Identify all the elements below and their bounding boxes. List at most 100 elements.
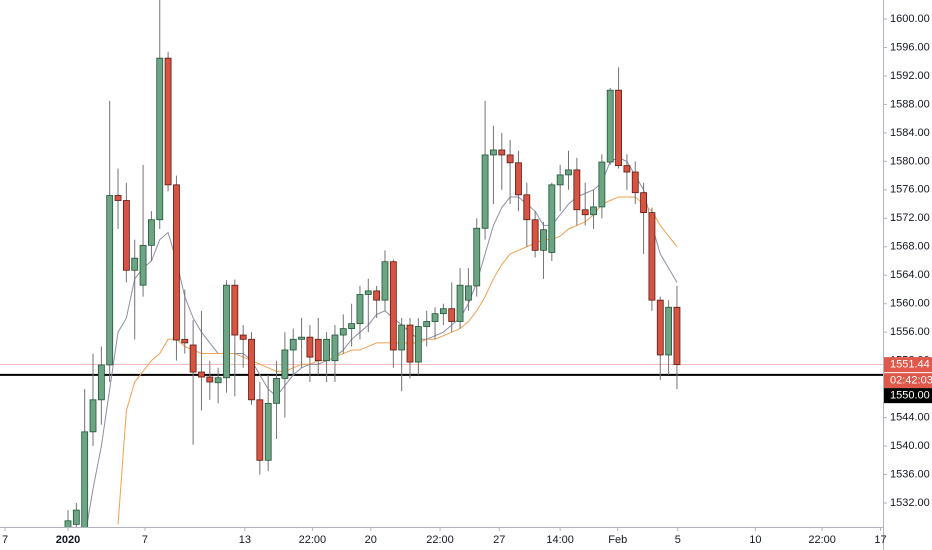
candle-body: [356, 294, 364, 325]
candle-body: [406, 324, 414, 363]
candle-body: [640, 192, 647, 214]
candle-body: [314, 338, 322, 362]
countdown-box: [884, 373, 932, 389]
y-tick-label: 1568.00: [890, 241, 930, 253]
candle-body: [473, 227, 481, 287]
candle-body: [306, 336, 314, 358]
last-price-box: [884, 357, 932, 373]
candle-body: [381, 261, 389, 301]
candle-body: [273, 378, 280, 404]
candle-body: [339, 328, 347, 336]
y-tick-label: 1560.00: [890, 298, 930, 310]
x-tick-label: 2020: [56, 534, 80, 546]
candle-body: [506, 154, 514, 164]
horizontal-line-price-label: 1550.00: [890, 390, 930, 402]
candle-body: [498, 149, 506, 156]
candle-body: [439, 308, 447, 315]
candle-body: [239, 334, 247, 340]
x-tick-label: 7: [142, 534, 148, 546]
candle-body: [248, 338, 255, 401]
candle-body: [590, 206, 597, 216]
candle-body: [156, 57, 164, 221]
y-tick-label: 1564.00: [890, 269, 930, 281]
candle-body: [464, 285, 472, 301]
candle-body: [523, 194, 531, 221]
candle-body: [540, 229, 547, 251]
x-tick-label: 20: [365, 534, 377, 546]
candle-body: [231, 284, 239, 336]
y-tick-label: 1580.00: [890, 155, 930, 167]
candle-body: [364, 290, 372, 295]
x-tick-label: 14:00: [546, 534, 574, 546]
horizontal-line-price-box: [884, 388, 932, 404]
candle-body: [323, 338, 330, 362]
candle-body: [423, 321, 431, 327]
candle-body: [348, 323, 356, 330]
y-tick-label: 1572.00: [890, 212, 930, 224]
candle-body: [673, 306, 681, 366]
candle-body: [264, 402, 272, 461]
candle-body: [148, 219, 155, 246]
candle-body: [581, 209, 589, 216]
x-tick-label: 17: [874, 534, 886, 546]
candle-body: [173, 184, 180, 341]
candle-body: [573, 169, 581, 211]
candle-body: [456, 284, 464, 322]
candle-body: [431, 313, 439, 322]
candle-body: [223, 284, 230, 379]
candle-body: [331, 334, 339, 362]
candle-body: [189, 344, 197, 373]
candle-body: [448, 308, 456, 322]
candle-body: [414, 326, 422, 363]
candle-body: [398, 324, 406, 351]
y-tick-label: 1588.00: [890, 98, 930, 110]
candle-body: [665, 306, 673, 356]
x-tick-label: 22:00: [808, 534, 836, 546]
candle-body: [139, 244, 147, 286]
y-tick-label: 1544.00: [890, 412, 930, 424]
y-tick-label: 1592.00: [890, 70, 930, 82]
y-tick-label: 1536.00: [890, 468, 930, 480]
y-tick-label: 1532.00: [890, 497, 930, 509]
x-tick-label: 13: [239, 534, 251, 546]
candle-body: [81, 431, 89, 527]
y-tick-label: 1596.00: [890, 41, 930, 53]
y-tick-label: 1584.00: [890, 127, 930, 139]
candle-body: [114, 195, 122, 201]
candle-body: [531, 219, 539, 251]
x-tick-label: 5: [675, 534, 681, 546]
candle-body: [515, 162, 522, 196]
candle-body: [556, 174, 564, 186]
x-tick-label: 22:00: [426, 534, 454, 546]
moving-average-line: [117, 196, 678, 525]
candle-body: [389, 261, 397, 351]
y-tick-label: 1576.00: [890, 184, 930, 196]
candle-body: [623, 165, 631, 173]
candle-body: [122, 200, 130, 271]
x-tick-label: 27: [493, 534, 505, 546]
plot-area: [0, 0, 883, 527]
candle-body: [615, 89, 622, 167]
y-tick-label: 1556.00: [890, 326, 930, 338]
candle-body: [289, 338, 297, 351]
candle-body: [106, 195, 114, 366]
candle-body: [89, 399, 97, 433]
candle-body: [131, 257, 139, 271]
candle-body: [598, 161, 606, 208]
candle-body: [64, 520, 72, 527]
candle-body: [548, 184, 556, 253]
candle-body: [206, 376, 214, 383]
candle-body: [281, 349, 289, 379]
candle-body: [565, 169, 572, 176]
x-tick-label: 7: [2, 534, 8, 546]
candle-body: [181, 338, 189, 344]
axes: 1532.001536.001540.001544.001548.001552.…: [2, 13, 932, 546]
candle-body: [198, 371, 205, 378]
candle-body: [72, 509, 80, 525]
last-price-label: 1551.44: [890, 359, 930, 371]
candle-body: [481, 154, 489, 229]
candle-body: [164, 57, 172, 186]
countdown-label: 02:42:03: [890, 375, 932, 387]
